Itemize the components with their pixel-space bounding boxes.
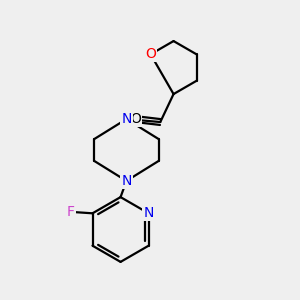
Text: O: O (145, 47, 156, 61)
Text: O: O (130, 112, 141, 126)
Text: N: N (121, 174, 132, 188)
Text: N: N (143, 206, 154, 220)
Text: N: N (121, 112, 132, 126)
Text: F: F (66, 205, 74, 219)
